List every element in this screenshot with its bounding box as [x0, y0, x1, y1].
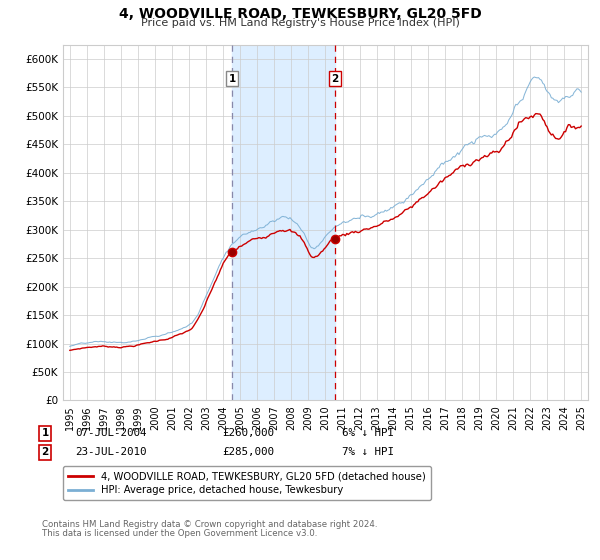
- Text: Price paid vs. HM Land Registry's House Price Index (HPI): Price paid vs. HM Land Registry's House …: [140, 18, 460, 28]
- Text: 4, WOODVILLE ROAD, TEWKESBURY, GL20 5FD: 4, WOODVILLE ROAD, TEWKESBURY, GL20 5FD: [119, 7, 481, 21]
- Text: 7% ↓ HPI: 7% ↓ HPI: [342, 447, 394, 458]
- Text: 07-JUL-2004: 07-JUL-2004: [75, 428, 146, 438]
- Bar: [232, 45, 335, 400]
- Text: 2: 2: [41, 447, 49, 458]
- Text: 1: 1: [229, 73, 236, 83]
- Text: £285,000: £285,000: [222, 447, 274, 458]
- Text: 6% ↓ HPI: 6% ↓ HPI: [342, 428, 394, 438]
- Legend: 4, WOODVILLE ROAD, TEWKESBURY, GL20 5FD (detached house), HPI: Average price, de: 4, WOODVILLE ROAD, TEWKESBURY, GL20 5FD …: [63, 466, 431, 500]
- Text: 1: 1: [41, 428, 49, 438]
- Text: 2: 2: [331, 73, 338, 83]
- Text: Contains HM Land Registry data © Crown copyright and database right 2024.: Contains HM Land Registry data © Crown c…: [42, 520, 377, 529]
- Text: 23-JUL-2010: 23-JUL-2010: [75, 447, 146, 458]
- Text: £260,000: £260,000: [222, 428, 274, 438]
- Text: This data is licensed under the Open Government Licence v3.0.: This data is licensed under the Open Gov…: [42, 529, 317, 538]
